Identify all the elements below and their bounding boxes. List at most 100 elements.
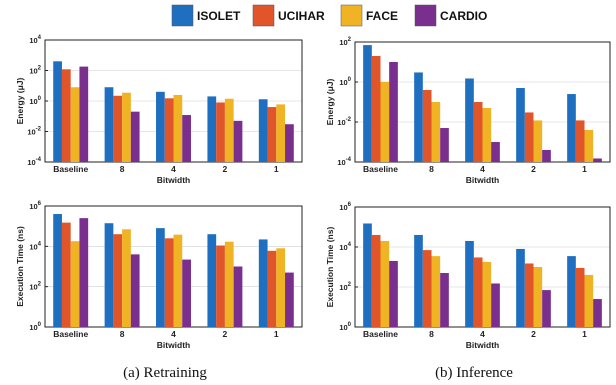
- x-tick-label: 1: [582, 164, 587, 174]
- y-tick-label: 102: [29, 66, 41, 76]
- bar-isolet-8: [414, 234, 423, 327]
- panel-retraining-time: 100 102 104 106 Baseline 8 4 2 1 Bitwidth Executio…: [15, 201, 303, 350]
- legend-item-isolet: ISOLET: [171, 4, 241, 27]
- bar-cardio-2: [233, 266, 243, 327]
- bar-cardio-8: [440, 273, 449, 327]
- x-tick-label: 8: [120, 329, 125, 339]
- bar-ucihar-1: [575, 267, 585, 327]
- legend-item-ucihar: UCIHAR: [252, 4, 325, 27]
- caption-inference: (b) Inference: [435, 365, 513, 381]
- bar-ucihar-2: [216, 245, 225, 327]
- bar-cardio-8: [440, 128, 449, 162]
- bar-ucihar-8: [422, 89, 432, 162]
- bar-face-4: [482, 261, 492, 327]
- bar-cardio-8: [130, 254, 140, 327]
- legend-swatch-cardio: [414, 4, 437, 27]
- y-tick-label: 102: [339, 282, 351, 292]
- x-tick-label: 2: [531, 329, 536, 339]
- bar-face-baseline: [380, 82, 390, 162]
- y-tick-label: 104: [339, 242, 351, 252]
- bar-isolet-8: [104, 87, 114, 162]
- bar-face-baseline: [70, 87, 80, 162]
- bar-isolet-2: [516, 88, 525, 162]
- bar-face-4: [173, 94, 183, 162]
- bar-ucihar-baseline: [371, 55, 381, 162]
- panel-inference-energy: 10-4 10-2 100 102 Baseline 8 4 2 1 Bitwidth Energy…: [325, 37, 611, 185]
- bar-ucihar-1: [267, 107, 277, 162]
- bar-ucihar-4: [473, 257, 483, 327]
- bar-face-baseline: [380, 240, 390, 327]
- bar-ucihar-4: [164, 238, 174, 327]
- bar-face-2: [224, 241, 234, 327]
- x-axis-title: Bitwidth: [466, 175, 500, 185]
- y-tick-label: 10-4: [27, 157, 41, 167]
- bar-isolet-2: [207, 234, 217, 327]
- bar-isolet-4: [465, 78, 474, 162]
- bar-isolet-baseline: [53, 61, 62, 162]
- x-axis-title: Bitwidth: [466, 340, 500, 350]
- bar-ucihar-baseline: [61, 222, 71, 327]
- bar-cardio-1: [593, 158, 602, 162]
- bar-face-1: [276, 104, 286, 162]
- x-tick-label: 4: [171, 329, 176, 339]
- bar-face-8: [431, 256, 441, 327]
- x-tick-label: 1: [274, 329, 279, 339]
- x-tick-label: 2: [223, 329, 228, 339]
- legend-swatch-face: [340, 4, 363, 27]
- legend-swatch-isolet: [171, 4, 194, 27]
- y-axis-title: Energy (μJ): [15, 77, 25, 124]
- legend-item-face: FACE: [340, 4, 398, 27]
- bar-face-4: [173, 234, 183, 327]
- x-tick-label: 1: [582, 329, 587, 339]
- x-tick-label: Baseline: [53, 329, 88, 339]
- y-tick-label: 10-2: [27, 127, 41, 137]
- bar-face-1: [276, 248, 286, 327]
- x-tick-label: 4: [171, 164, 176, 174]
- bar-cardio-baseline: [79, 218, 89, 327]
- bar-face-2: [533, 267, 543, 327]
- bar-cardio-baseline: [79, 66, 89, 162]
- panel-inference-time: 100 102 104 106 Baseline 8 4 2 1 Bitwidth Executio…: [325, 202, 611, 350]
- bar-ucihar-1: [267, 250, 277, 327]
- bar-face-8: [122, 229, 131, 327]
- legend: ISOLET UCIHAR FACE CARDIO: [171, 4, 487, 27]
- y-tick-label: 100: [339, 322, 351, 332]
- y-tick-label: 102: [339, 37, 351, 47]
- bar-face-4: [482, 108, 492, 162]
- x-tick-label: 8: [429, 329, 434, 339]
- bar-isolet-8: [104, 223, 114, 327]
- bar-ucihar-2: [524, 112, 534, 162]
- bar-cardio-2: [542, 290, 551, 327]
- y-axis-title: Execution Time (ns): [325, 227, 335, 308]
- bar-isolet-4: [156, 91, 165, 162]
- caption-retraining: (a) Retraining: [123, 365, 207, 381]
- x-tick-label: Baseline: [363, 164, 398, 174]
- x-tick-label: 8: [120, 164, 125, 174]
- bar-isolet-2: [516, 248, 525, 327]
- bar-face-1: [584, 274, 594, 327]
- x-tick-label: 1: [274, 164, 279, 174]
- y-tick-label: 100: [29, 322, 41, 332]
- bar-ucihar-8: [422, 250, 432, 327]
- y-tick-label: 100: [339, 77, 351, 87]
- bar-ucihar-baseline: [61, 69, 71, 162]
- x-tick-label: 8: [429, 164, 434, 174]
- bar-isolet-baseline: [53, 214, 62, 327]
- bar-cardio-4: [182, 259, 191, 327]
- bar-cardio-1: [593, 299, 602, 327]
- y-axis-title: Energy (μJ): [325, 78, 335, 125]
- legend-swatch-ucihar: [252, 4, 275, 27]
- bar-face-2: [224, 98, 234, 162]
- bar-face-1: [584, 129, 594, 162]
- legend-label-isolet: ISOLET: [197, 9, 241, 23]
- x-tick-label: Baseline: [363, 329, 398, 339]
- panels: 10-4 10-2 100 102 104 Baseline 8 4 2 1 Bitwidth Ene…: [15, 35, 611, 350]
- y-tick-label: 10-4: [337, 157, 351, 167]
- bar-isolet-8: [414, 72, 423, 162]
- x-tick-label: 4: [480, 164, 485, 174]
- bar-face-8: [122, 92, 131, 162]
- bar-cardio-4: [491, 283, 500, 327]
- bar-isolet-1: [567, 256, 576, 327]
- bar-ucihar-8: [113, 234, 123, 327]
- bar-isolet-1: [567, 94, 576, 162]
